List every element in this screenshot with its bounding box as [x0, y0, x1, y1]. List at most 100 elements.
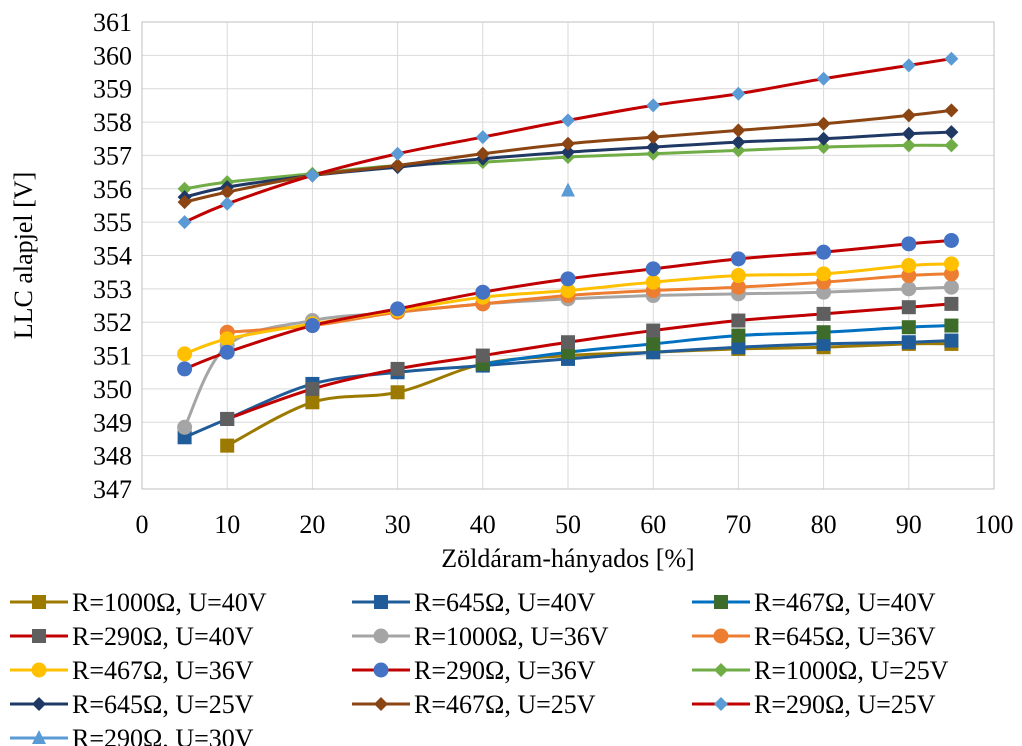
data-point — [731, 340, 746, 355]
legend-label: R=467Ω, U=40V — [754, 588, 936, 617]
y-tick-label: 358 — [93, 108, 132, 137]
data-point — [816, 325, 831, 340]
data-point — [944, 333, 959, 348]
data-point — [390, 146, 405, 161]
legend-entry: R=1000Ω, U=40V — [10, 588, 267, 617]
y-tick-label: 350 — [93, 375, 132, 404]
x-tick-label: 100 — [975, 510, 1014, 539]
data-point — [731, 123, 746, 138]
legend-marker-swatch — [32, 730, 46, 744]
legend-marker-swatch — [374, 697, 388, 711]
data-point — [561, 335, 575, 350]
legend-label: R=290Ω, U=40V — [72, 622, 254, 651]
y-tick-label: 360 — [93, 41, 132, 70]
data-point — [390, 385, 405, 400]
legend-entry: R=1000Ω, U=25V — [692, 656, 949, 685]
y-tick-label: 349 — [93, 408, 132, 437]
data-point — [901, 236, 917, 252]
data-point — [177, 419, 193, 435]
data-point — [220, 438, 235, 453]
legend-entry: R=645Ω, U=36V — [692, 622, 936, 651]
y-tick-label: 359 — [93, 75, 132, 104]
data-point — [901, 126, 916, 141]
legend-label: R=467Ω, U=25V — [414, 690, 596, 719]
data-point — [645, 261, 661, 277]
x-tick-label: 40 — [470, 510, 496, 539]
legend-marker-swatch — [714, 663, 728, 677]
legend-marker-swatch — [32, 595, 46, 609]
x-tick-label: 80 — [811, 510, 837, 539]
data-point — [177, 346, 193, 362]
y-tick-label: 361 — [93, 8, 132, 37]
legend-label: R=645Ω, U=36V — [754, 622, 936, 651]
x-tick-label: 30 — [385, 510, 411, 539]
grid-lines — [141, 21, 995, 490]
y-tick-label: 352 — [93, 308, 132, 337]
legend: R=1000Ω, U=40V R=645Ω, U=40V R=467Ω, U=40V… — [10, 588, 949, 746]
series-line-5 — [227, 272, 952, 334]
y-tick-label: 356 — [93, 175, 132, 204]
legend-label: R=1000Ω, U=25V — [754, 656, 949, 685]
legend-label: R=645Ω, U=25V — [72, 690, 254, 719]
data-point — [560, 271, 576, 287]
legend-entry: R=467Ω, U=40V — [692, 588, 936, 617]
legend-label: R=290Ω, U=36V — [414, 656, 596, 685]
data-point — [177, 215, 192, 230]
data-point — [731, 143, 746, 158]
data-point — [561, 182, 575, 197]
data-point — [305, 168, 320, 183]
data-point — [561, 145, 575, 160]
data-point — [219, 331, 235, 347]
legend-entry: R=645Ω, U=40V — [352, 588, 596, 617]
data-point — [220, 185, 235, 200]
legend-entry: R=1000Ω, U=36V — [352, 622, 609, 651]
data-point — [219, 344, 235, 360]
data-point — [177, 195, 192, 210]
data-point — [901, 320, 916, 335]
legend-marker-swatch — [373, 628, 389, 644]
data-point — [304, 318, 320, 334]
x-tick-label: 50 — [555, 510, 581, 539]
data-point — [816, 306, 831, 321]
data-point — [816, 71, 831, 86]
data-point — [901, 335, 916, 350]
data-point — [943, 279, 959, 295]
data-point — [901, 138, 916, 153]
data-point — [220, 196, 235, 211]
x-tick-label: 10 — [214, 510, 240, 539]
x-tick-label: 60 — [640, 510, 666, 539]
x-tick-label: 20 — [299, 510, 325, 539]
data-point — [475, 348, 490, 363]
legend-marker-swatch — [374, 595, 388, 609]
data-point — [390, 361, 405, 376]
data-point — [816, 116, 831, 131]
data-point — [731, 328, 746, 343]
data-point — [944, 51, 959, 66]
data-point — [730, 268, 746, 284]
data-point — [475, 130, 490, 145]
data-point — [944, 138, 959, 153]
x-tick-label: 90 — [896, 510, 922, 539]
legend-label: R=1000Ω, U=36V — [414, 622, 609, 651]
data-point — [816, 336, 831, 351]
y-tick-label: 354 — [93, 242, 132, 271]
data-point — [944, 318, 959, 333]
data-point — [390, 158, 405, 173]
y-axis-tick-labels: 347 348 349 350 351 352 353 354 355 356 357 358 359 3… — [93, 8, 132, 504]
legend-marker-swatch — [713, 628, 729, 644]
data-point — [177, 181, 192, 196]
plot-border — [141, 21, 995, 490]
data-point — [646, 323, 661, 338]
legend-label: R=290Ω, U=30V — [72, 724, 254, 746]
y-tick-label: 355 — [93, 208, 132, 237]
data-point — [646, 98, 661, 113]
data-point — [901, 300, 916, 315]
data-point — [646, 140, 661, 155]
data-point — [731, 86, 746, 101]
y-tick-label: 353 — [93, 275, 132, 304]
y-tick-label: 357 — [93, 141, 132, 170]
data-point — [730, 251, 746, 267]
data-point — [561, 113, 575, 128]
data-point — [390, 301, 406, 317]
legend-entry: R=290Ω, U=25V — [692, 690, 936, 719]
